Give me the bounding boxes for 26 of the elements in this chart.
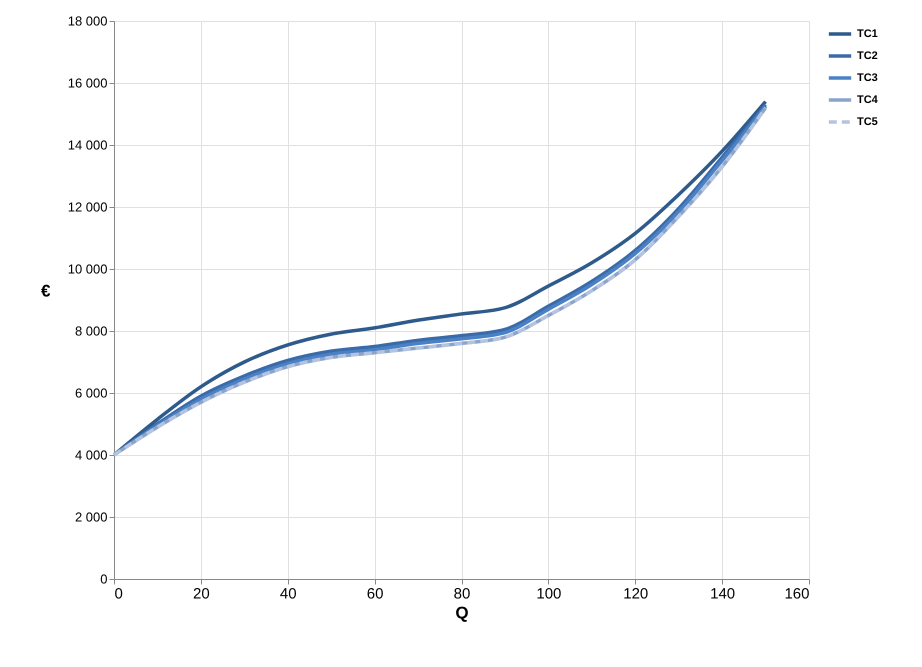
y-tick-label: 16 000 [68, 76, 108, 90]
y-axis-title: € [41, 282, 52, 300]
y-tick-label: 6 000 [74, 386, 108, 400]
x-tick-label: 0 [114, 586, 123, 602]
y-tick-label: 4 000 [74, 448, 108, 462]
x-tick-label: 160 [784, 586, 810, 602]
x-tick-label: 100 [536, 586, 562, 602]
legend-label: TC3 [857, 72, 878, 84]
y-tick-label: 2 000 [74, 510, 108, 524]
legend-label: TC2 [857, 50, 878, 62]
x-tick-label: 140 [710, 586, 736, 602]
y-tick-label: 14 000 [68, 138, 108, 152]
y-tick-label: 18 000 [68, 14, 108, 28]
x-tick-label: 20 [193, 586, 210, 602]
x-tick-label: 120 [623, 586, 648, 602]
y-tick-label: 10 000 [68, 262, 108, 276]
x-axis-title: Q [455, 604, 469, 622]
x-tick-label: 40 [280, 586, 297, 602]
y-tick-label: 12 000 [68, 200, 108, 214]
legend-label: TC4 [857, 94, 879, 106]
y-tick-label: 0 [100, 572, 108, 586]
x-tick-label: 60 [366, 586, 384, 602]
x-tick-label: 80 [454, 586, 470, 602]
legend-label: TC5 [857, 116, 878, 128]
y-tick-label: 8 000 [74, 324, 108, 338]
legend-label: TC1 [857, 28, 878, 40]
